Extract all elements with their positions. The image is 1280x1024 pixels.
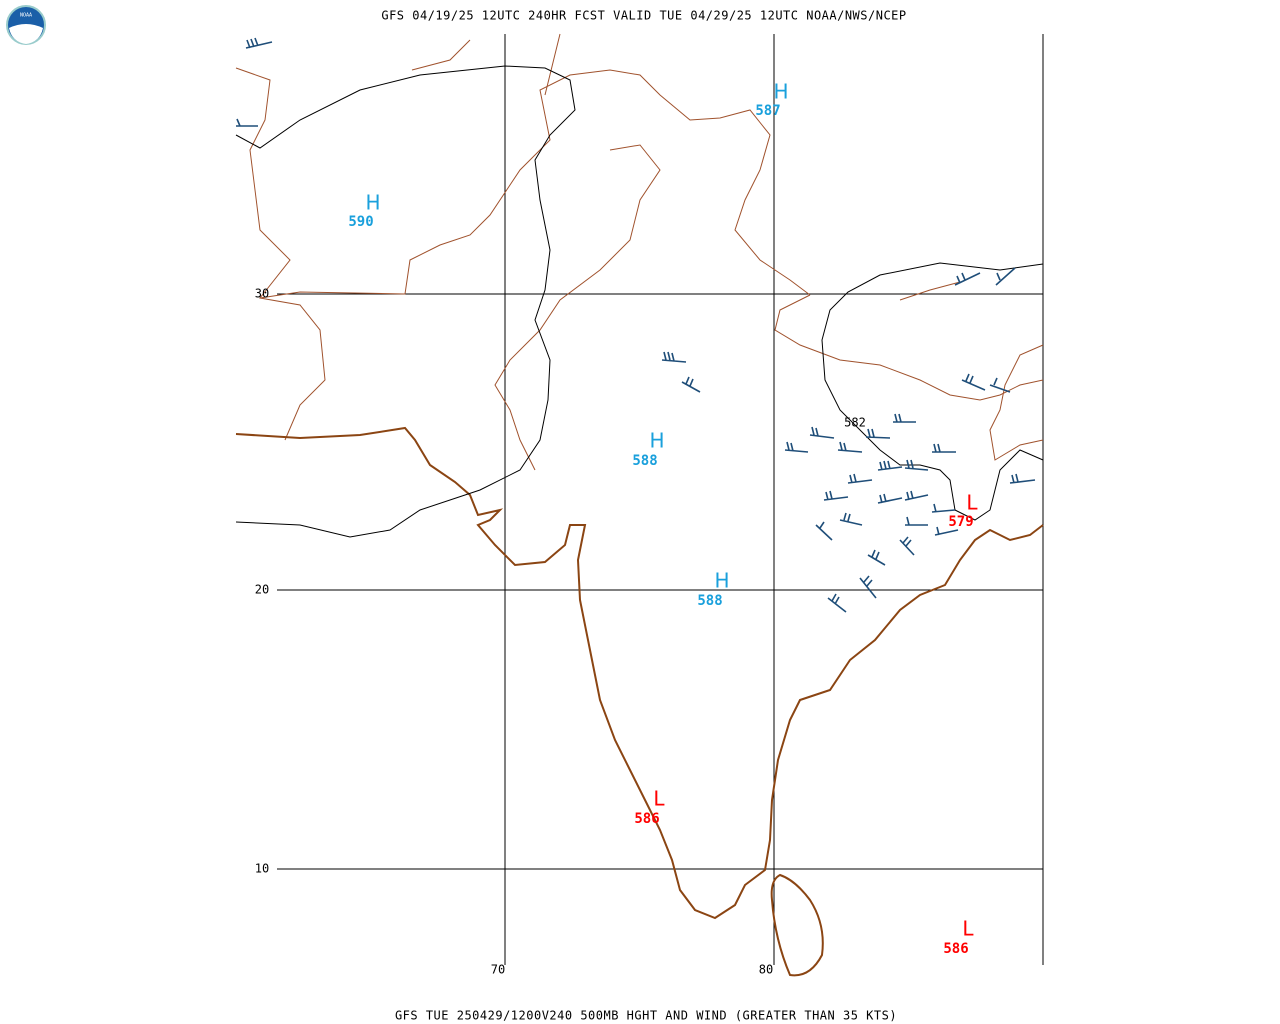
latitude-label: 10 [255, 862, 269, 876]
latitude-label: 30 [255, 287, 269, 301]
pressure-center-value: 588 [697, 593, 722, 609]
pressure-center-value: 588 [632, 453, 657, 469]
pressure-center-symbol: H [714, 569, 729, 593]
map-title: GFS 04/19/25 12UTC 240HR FCST VALID TUE … [381, 9, 906, 23]
pressure-center-symbol: H [649, 429, 664, 453]
wind-barbs [236, 37, 1036, 613]
pressure-center-symbol: L [966, 491, 978, 515]
map-caption: GFS TUE 250429/1200V240 500MB HGHT AND W… [395, 1009, 897, 1023]
pressure-center-value: 586 [943, 941, 968, 957]
longitude-label: 80 [759, 963, 773, 977]
contour-label: 582 [844, 416, 866, 430]
pressure-center-value: 579 [948, 514, 973, 530]
latitude-label: 20 [255, 583, 269, 597]
pressure-center-symbol: H [773, 80, 788, 104]
pressure-center-symbol: L [653, 787, 665, 811]
borders [235, 33, 1044, 471]
noaa-logo: NOAA [6, 5, 46, 45]
pressure-center-symbol: H [365, 191, 380, 215]
pressure-center-value: 590 [348, 214, 373, 230]
coastline [235, 426, 1044, 977]
pressure-center-symbol: L [962, 917, 974, 941]
graticule [277, 34, 1044, 965]
pressure-center-value: 586 [634, 811, 659, 827]
pressure-center-value: 587 [755, 103, 780, 119]
svg-text:NOAA: NOAA [20, 13, 32, 19]
height-contours [235, 65, 1044, 538]
longitude-label: 70 [491, 963, 505, 977]
